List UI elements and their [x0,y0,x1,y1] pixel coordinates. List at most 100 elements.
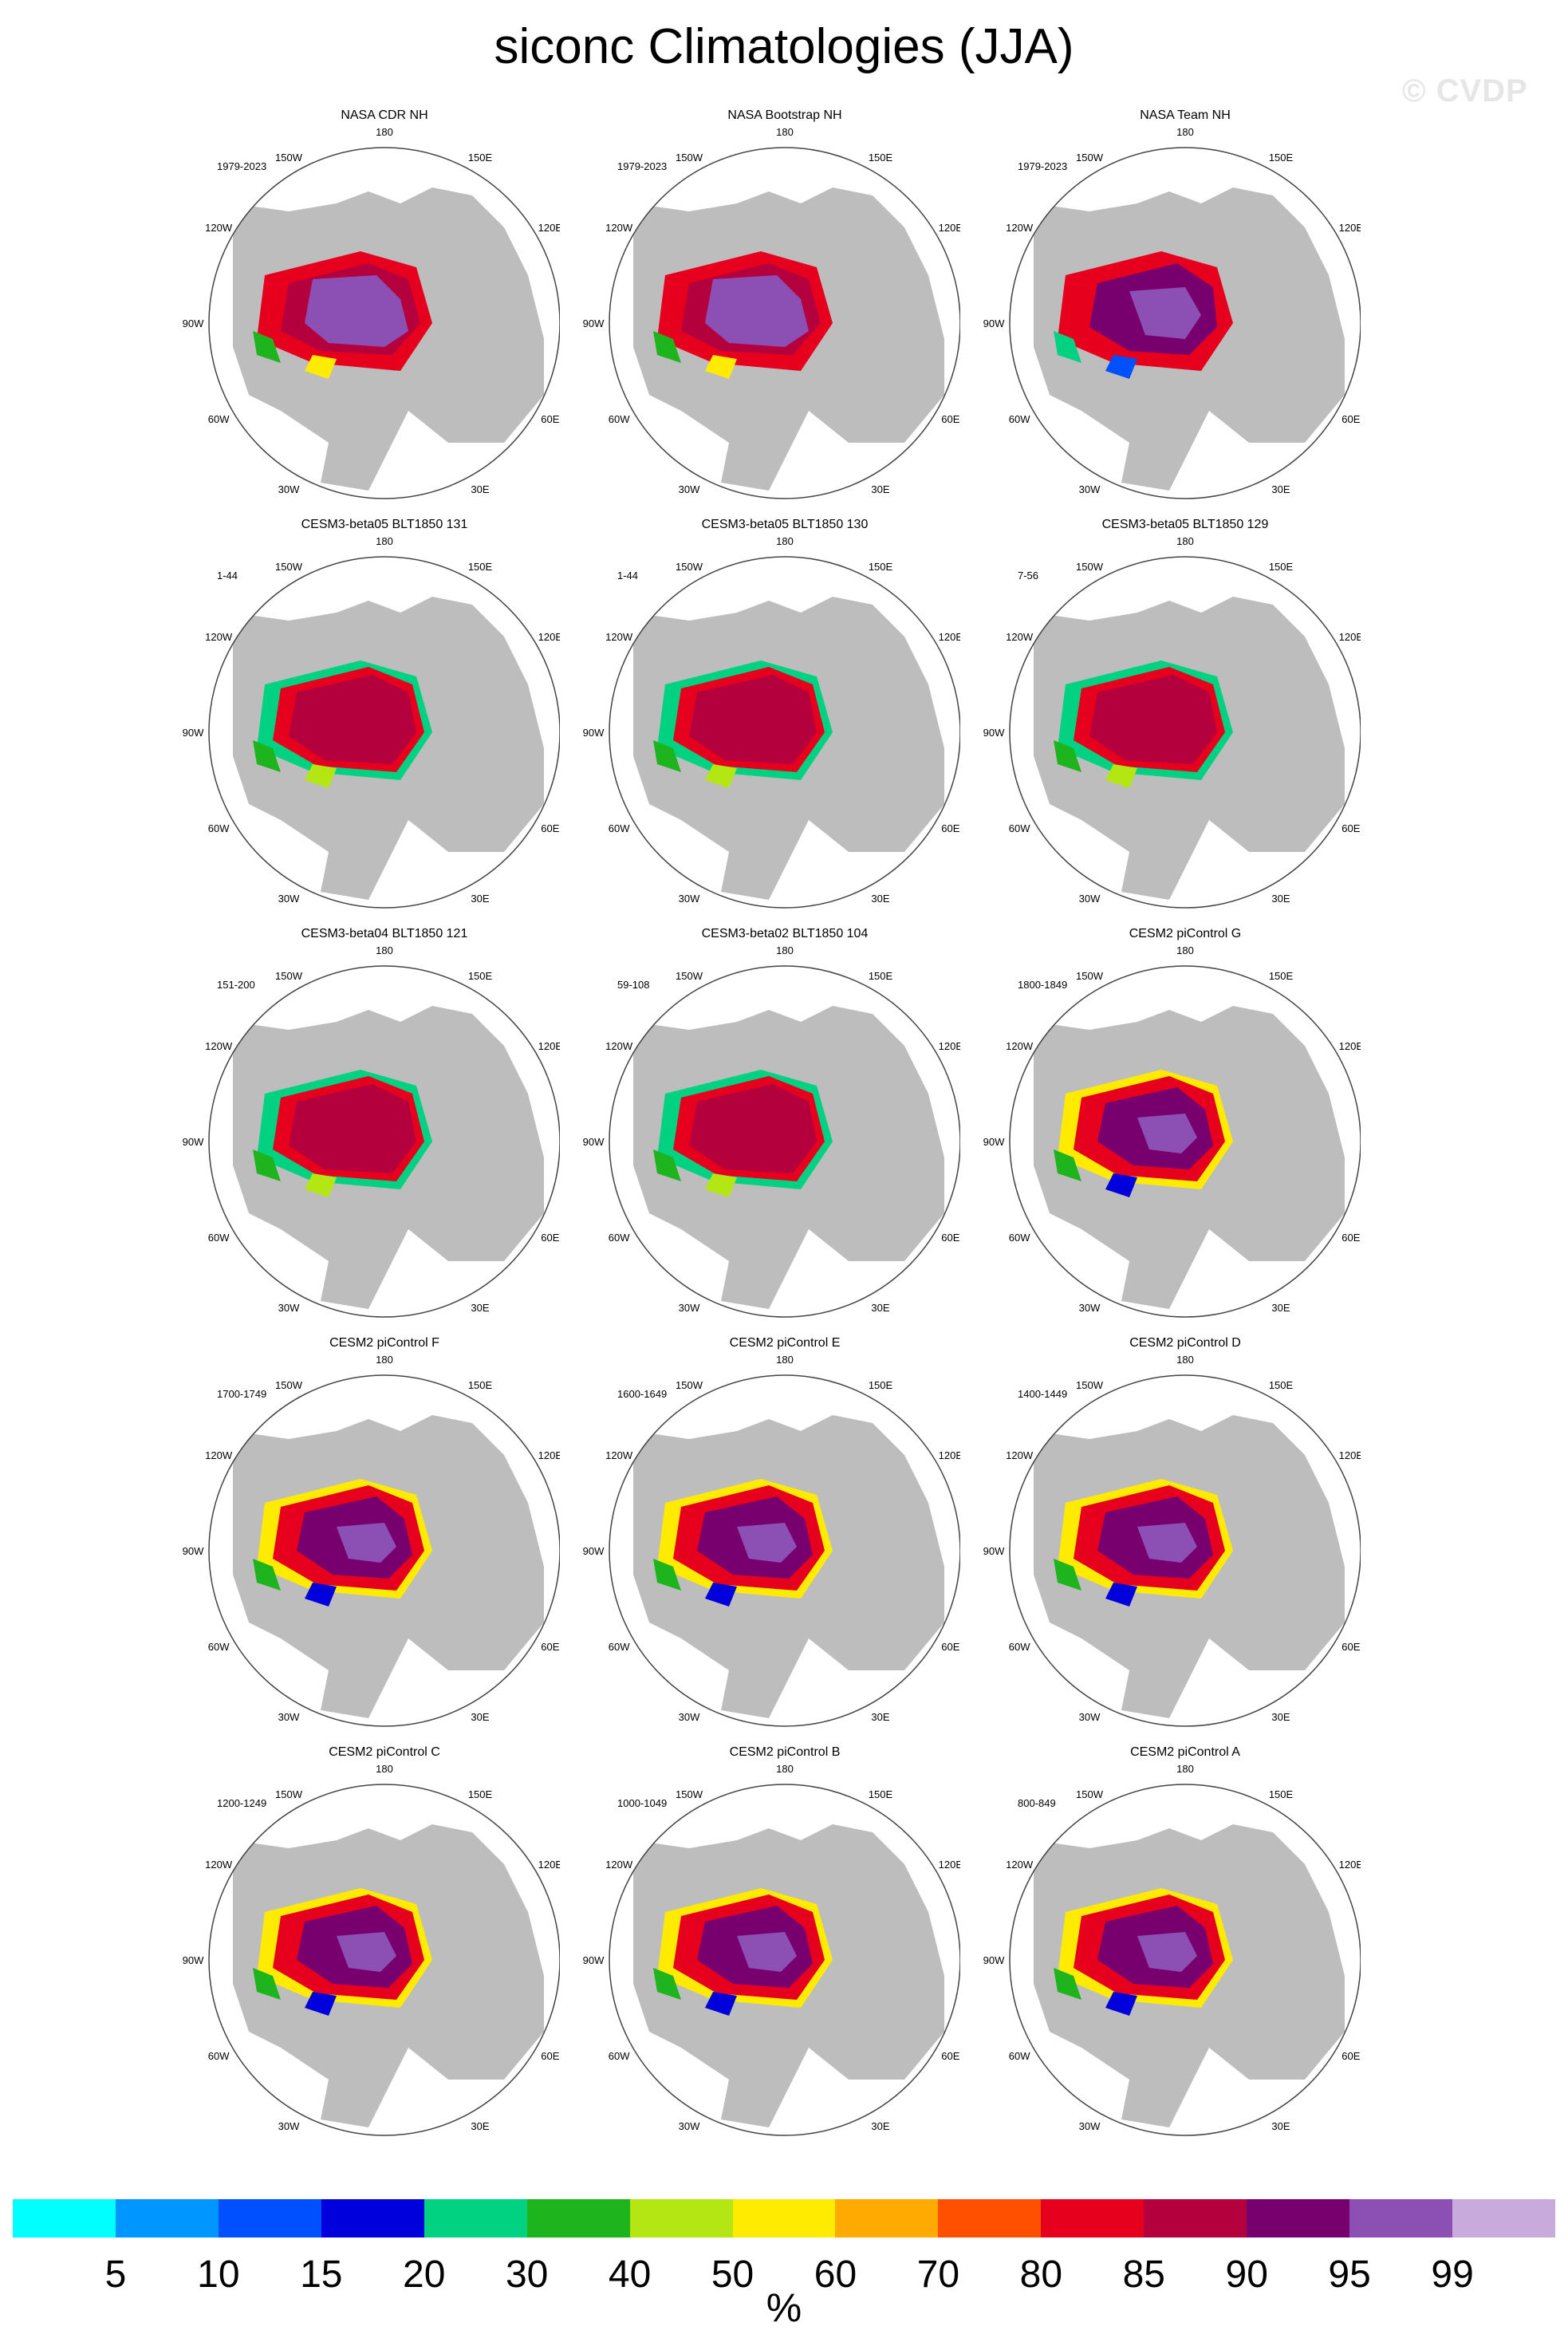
longitude-label: 150W [676,561,703,573]
longitude-label: 30E [871,893,889,905]
longitude-label: 180 [1176,1354,1194,1366]
longitude-label: 30E [471,2120,489,2132]
longitude-label: 150W [275,152,303,164]
longitude-label: 60W [1009,2050,1030,2062]
longitude-label: 30E [1271,1302,1290,1314]
panel-title: NASA CDR NH [341,108,427,122]
longitude-label: 30W [1079,1302,1101,1314]
longitude-label: 120E [1339,631,1361,643]
longitude-label: 150E [869,1379,893,1391]
longitude-label: 30W [278,893,300,905]
map-border [609,965,960,1318]
longitude-label: 150W [275,561,303,573]
longitude-label: 120E [1339,1859,1361,1871]
longitude-label: 30E [1271,1711,1290,1723]
longitude-label: 60W [609,2050,630,2062]
longitude-label: 120E [939,222,960,234]
panel-title: CESM3-beta05 BLT1850 131 [301,518,468,531]
panel-years: 1700-1749 [217,1388,266,1400]
longitude-label: 150E [1269,152,1294,164]
longitude-label: 120W [205,222,233,234]
panel-title: CESM3-beta05 BLT1850 129 [1102,518,1269,531]
panel-title: CESM3-beta02 BLT1850 104 [702,927,869,940]
colorbar-tick-label: 95 [1328,2253,1371,2296]
panel-years: 1-44 [617,570,638,582]
longitude-label: 30E [471,893,489,905]
longitude-label: 60E [541,1232,559,1244]
longitude-label: 30W [679,2120,700,2132]
longitude-label: 90W [183,1136,204,1148]
colorbar-segment [938,2199,1042,2237]
panel-title: CESM2 piControl E [730,1336,841,1350]
longitude-label: 30E [1271,2120,1290,2132]
longitude-label: 30E [471,1302,489,1314]
sea-ice-contour [737,1523,797,1563]
longitude-label: 150E [869,152,893,164]
longitude-label: 120W [205,1449,233,1461]
longitude-label: 120W [205,631,233,643]
colorbar-tick-label: 20 [403,2253,446,2296]
colorbar-tick-label: 90 [1225,2253,1268,2296]
longitude-label: 180 [776,944,794,956]
longitude-label: 150W [676,1379,703,1391]
longitude-label: 150W [1076,970,1104,982]
longitude-label: 60W [609,822,630,834]
colorbar-segment [732,2199,836,2237]
longitude-label: 60W [208,413,230,425]
map-panel: NASA Bootstrap NH1979-2023180150E120E90E… [450,92,960,507]
longitude-label: 90W [583,1545,605,1557]
colorbar-segment [13,2199,116,2237]
longitude-label: 60E [1341,2050,1360,2062]
longitude-label: 150W [676,152,703,164]
map-border [208,556,560,909]
sea-ice-contour [253,740,281,772]
polar-map: NASA CDR NH1979-2023180150E120E90E60E30E… [183,108,560,499]
longitude-label: 30W [278,1711,300,1723]
sea-ice-contour [305,764,337,788]
longitude-label: 120E [538,1449,560,1461]
panel-title: NASA Team NH [1140,108,1231,122]
longitude-label: 150E [468,561,493,573]
longitude-label: 60E [541,2050,559,2062]
colorbar-segment [1247,2199,1350,2237]
longitude-label: 180 [776,126,794,138]
panel-title: CESM3-beta04 BLT1850 121 [301,927,468,940]
panel-title: CESM2 piControl D [1129,1336,1241,1350]
longitude-label: 120E [538,1040,560,1052]
panel-title: CESM3-beta05 BLT1850 130 [702,518,869,531]
longitude-label: 90W [983,1954,1005,1966]
longitude-label: 150W [1076,561,1104,573]
longitude-label: 90W [583,1954,605,1966]
polar-map: CESM3-beta05 BLT1850 130 1-44 180 150E 120E 9… [583,518,960,909]
polar-map: CESM2 piControl E1600-1649180150E120E90E… [583,1336,960,1727]
longitude-label: 180 [1176,1763,1194,1775]
panel-years: 1400-1449 [1018,1388,1067,1400]
longitude-label: 90W [183,317,204,329]
sea-ice-contour [305,355,337,379]
colorbar-tick-label: 30 [505,2253,549,2296]
map-panel: NASA Team NH1979-2023180150E120E90E60E30… [850,92,1361,507]
longitude-label: 120E [939,1859,960,1871]
sea-ice-contour [705,1173,737,1197]
sea-ice-contour [1105,1173,1137,1197]
longitude-label: 180 [1176,944,1194,956]
colorbar-segment [629,2199,734,2237]
longitude-label: 120W [605,631,633,643]
colorbar-tick-label: 5 [104,2253,127,2296]
longitude-label: 60E [1341,822,1360,834]
longitude-label: 30W [278,2120,300,2132]
longitude-label: 150E [869,561,893,573]
sea-ice-contour [705,355,737,379]
longitude-label: 60E [1341,1641,1360,1653]
longitude-label: 120E [1339,222,1361,234]
colorbar-tick-label: 60 [814,2253,857,2296]
panel-title: CESM2 piControl C [329,1745,440,1759]
longitude-label: 120W [1006,222,1034,234]
longitude-label: 150E [869,1788,893,1800]
sea-ice-contour [1054,331,1081,363]
longitude-label: 60W [1009,1232,1030,1244]
panel-title: CESM2 piControl B [730,1745,841,1759]
sea-ice-contour [705,275,809,347]
colorbar-segment [115,2199,219,2237]
map-panel: CESM3-beta02 BLT1850 104 59-108 180 150E 120… [450,910,960,1325]
